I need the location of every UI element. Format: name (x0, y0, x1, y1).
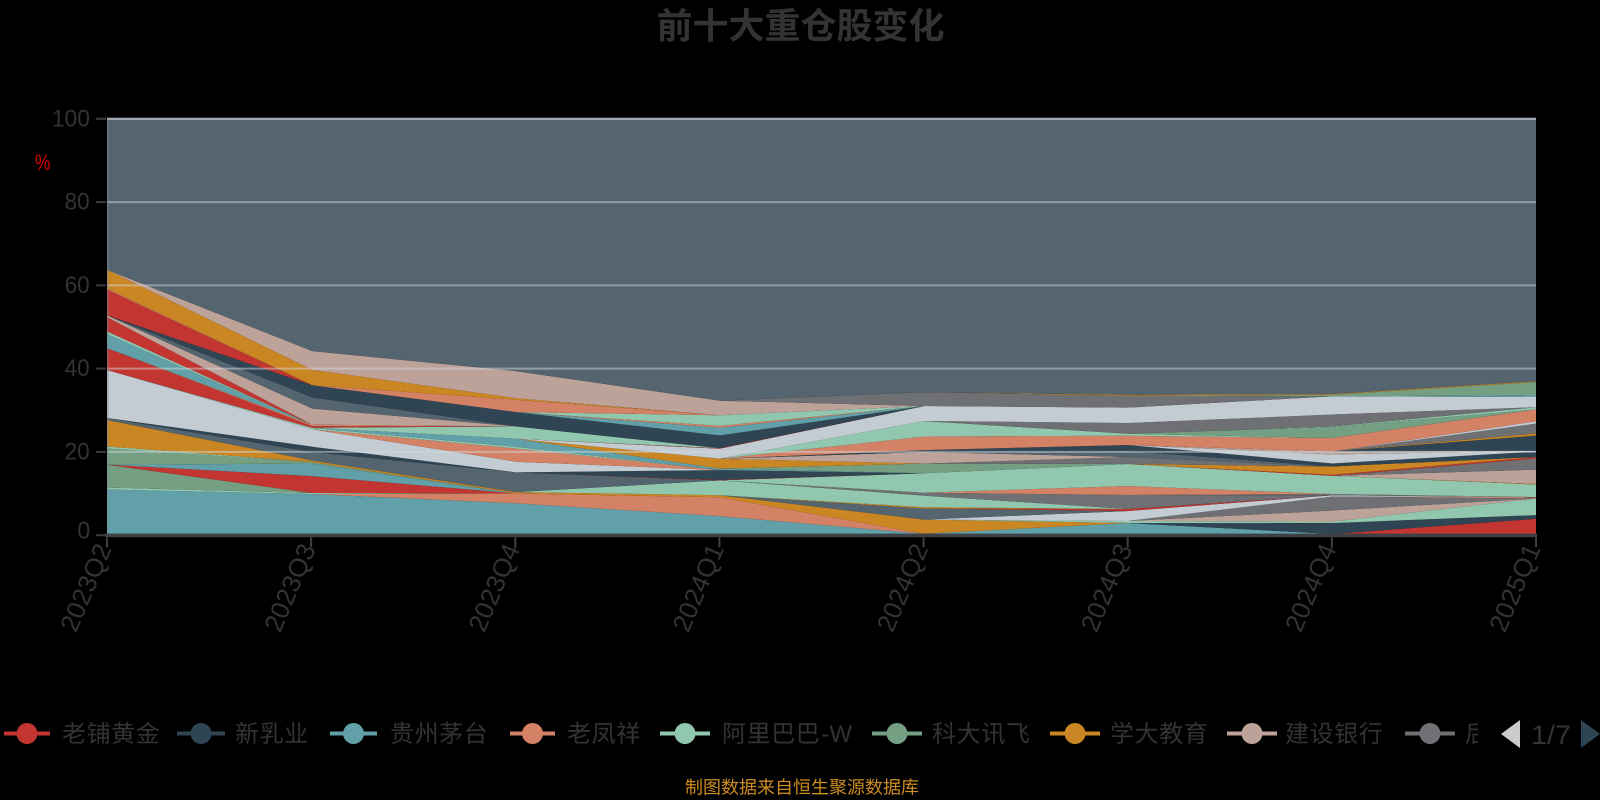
svg-text:80: 80 (65, 189, 90, 216)
svg-text:%: % (35, 150, 51, 175)
svg-text:20: 20 (65, 438, 90, 465)
svg-text:60: 60 (65, 272, 90, 299)
svg-text:-W: -W (821, 721, 852, 748)
svg-text:1/7: 1/7 (1531, 720, 1571, 750)
svg-text:0: 0 (77, 518, 90, 545)
svg-text:100: 100 (52, 105, 90, 132)
svg-text:40: 40 (65, 355, 90, 382)
